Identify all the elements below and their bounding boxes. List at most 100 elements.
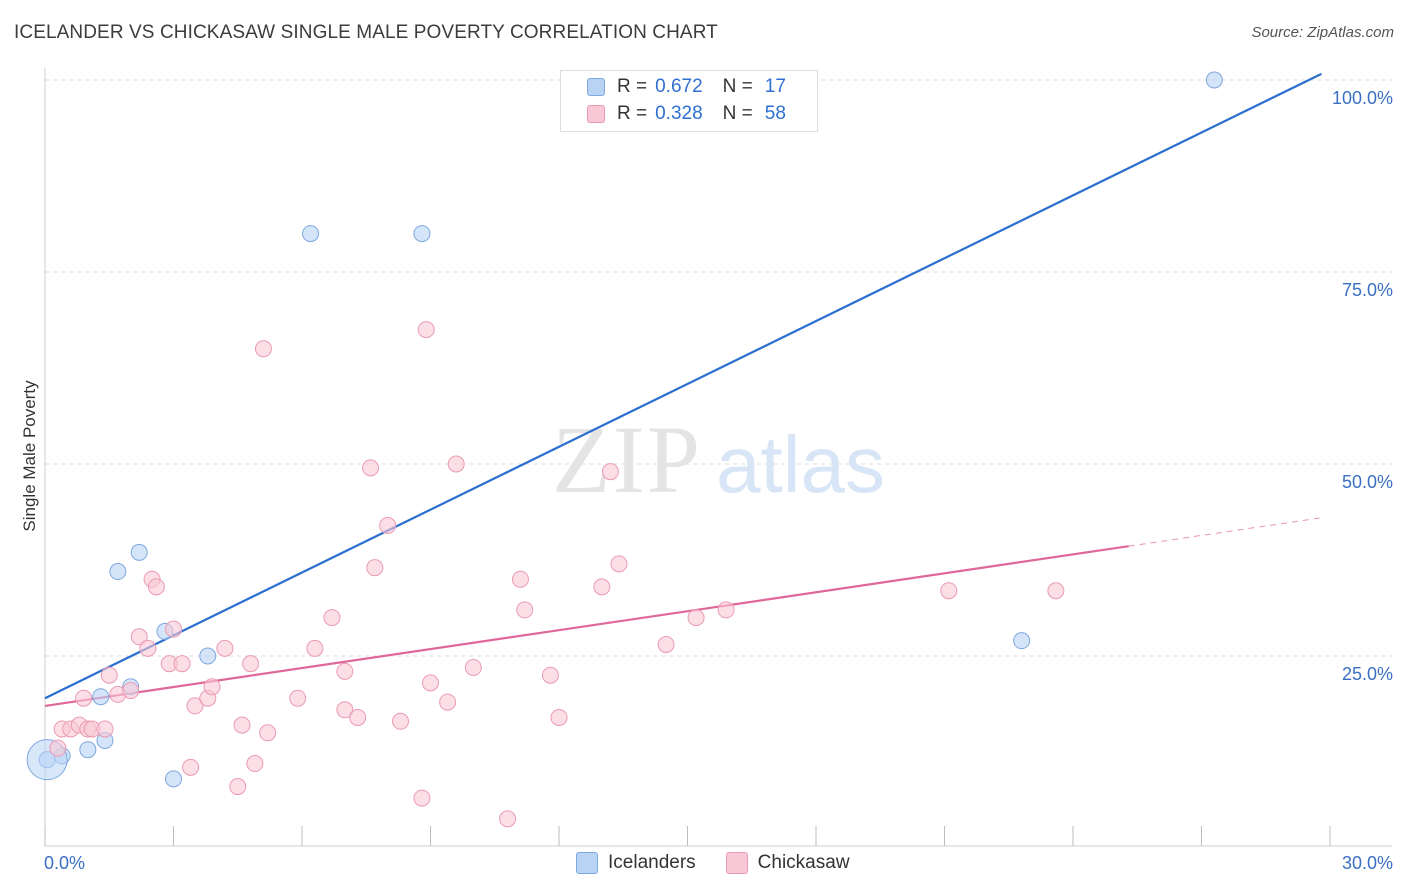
chickasaw-point: [392, 712, 410, 730]
n-value: 17: [764, 76, 786, 97]
chickasaw-point: [186, 697, 204, 715]
y-tick-label: 50.0%: [1342, 472, 1393, 492]
watermark: ZIP atlas: [552, 406, 885, 513]
chickasaw-point: [464, 659, 482, 677]
y-tick-label: 75.0%: [1342, 280, 1393, 300]
legend-row-chickasaw: R = 0.328 N = 58: [587, 102, 786, 126]
chickasaw-point: [259, 724, 277, 742]
legend-swatch-chickasaw: [587, 105, 605, 123]
chickasaw-point: [413, 789, 431, 807]
legend-swatch-chickasaw: [725, 852, 748, 874]
stats-legend: R = 0.672 N = 17 R = 0.328 N = 58: [560, 70, 818, 132]
chickasaw-point: [366, 559, 384, 577]
chickasaw-point: [593, 578, 611, 596]
y-tick-label: 100.0%: [1332, 88, 1393, 108]
chickasaw-point: [289, 689, 307, 707]
chickasaw-point: [242, 655, 260, 673]
chickasaw-point: [147, 578, 165, 596]
chickasaw-point: [173, 655, 191, 673]
chart-title: ICELANDER VS CHICKASAW SINGLE MALE POVER…: [14, 22, 718, 43]
legend-row-icelanders: R = 0.672 N = 17: [587, 75, 786, 99]
chickasaw-point: [182, 758, 200, 776]
legend-label-chickasaw: Chickasaw: [757, 852, 850, 873]
chickasaw-point: [362, 459, 380, 477]
icelander-trend-line: [44, 72, 1322, 700]
icelander-point: [79, 741, 97, 759]
legend-swatch-icelanders: [587, 78, 605, 96]
icelander-point: [199, 647, 217, 665]
trend-lines: [44, 72, 1322, 708]
chickasaw-point: [100, 666, 118, 684]
chickasaw-point: [657, 635, 675, 653]
chickasaw-point: [254, 340, 272, 358]
chickasaw-point: [541, 666, 559, 684]
chickasaw-point: [447, 455, 465, 473]
x-tick-label: 0.0%: [44, 853, 85, 873]
chickasaw-point: [516, 601, 534, 619]
chickasaw-point: [422, 674, 439, 692]
n-value: 58: [764, 103, 786, 124]
legend-label-icelanders: Icelanders: [608, 852, 696, 873]
chickasaw-point: [439, 693, 457, 711]
watermark-atlas: atlas: [716, 420, 885, 509]
r-label: R =: [617, 76, 648, 97]
chickasaw-point: [511, 570, 529, 588]
chickasaw-point: [139, 639, 157, 657]
n-label: N =: [722, 76, 753, 97]
icelander-point: [1205, 71, 1223, 89]
icelander-point: [130, 543, 148, 561]
chickasaw-point: [610, 555, 628, 573]
tick-labels: 25.0% 50.0% 75.0% 100.0% 0.0% 30.0%: [44, 88, 1393, 873]
y-axis-label: Single Male Poverty: [20, 380, 39, 532]
icelander-point: [92, 688, 110, 706]
legend-item-icelanders[interactable]: Icelanders: [576, 852, 696, 874]
chickasaw-point: [216, 639, 234, 657]
n-label: N =: [722, 103, 753, 124]
gridlines: [45, 79, 1392, 657]
chickasaw-point: [165, 620, 182, 638]
chickasaw-point: [229, 778, 247, 796]
chickasaw-point: [49, 739, 67, 757]
chickasaw-point: [417, 321, 435, 339]
chickasaw-point: [96, 720, 114, 738]
data-points: [26, 71, 1223, 828]
series-legend: Icelanders Chickasaw: [576, 852, 880, 874]
chickasaw-point: [379, 516, 397, 534]
chickasaw-point: [122, 682, 140, 700]
chickasaw-point: [349, 708, 367, 726]
source-credit: Source: ZipAtlas.com: [1251, 24, 1394, 41]
chickasaw-trend-line: [44, 545, 1129, 708]
chickasaw-point: [717, 601, 735, 619]
icelander-point: [413, 225, 431, 243]
chickasaw-point: [336, 701, 354, 719]
x-tick-label: 30.0%: [1342, 853, 1393, 873]
chickasaw-point: [601, 463, 619, 481]
chickasaw-point: [306, 639, 324, 657]
chickasaw-point: [940, 582, 958, 600]
chickasaw-point: [550, 708, 568, 726]
chickasaw-point: [336, 662, 354, 680]
icelander-point: [109, 563, 127, 581]
r-value: 0.672: [655, 76, 703, 97]
icelander-point: [1013, 632, 1031, 650]
icelander-point: [302, 225, 320, 243]
chickasaw-point: [75, 689, 93, 707]
watermark-zip: ZIP: [552, 406, 702, 513]
chickasaw-point: [499, 810, 517, 828]
chickasaw-point: [233, 716, 251, 734]
chickasaw-point: [130, 628, 148, 646]
r-value: 0.328: [655, 103, 703, 124]
y-tick-label: 25.0%: [1342, 664, 1393, 684]
icelander-point: [165, 770, 182, 788]
axes: [44, 68, 1392, 847]
r-label: R =: [617, 103, 648, 124]
chickasaw-point: [203, 678, 221, 696]
legend-swatch-icelanders: [576, 852, 598, 874]
chickasaw-point: [1047, 582, 1065, 600]
chickasaw-point: [323, 609, 341, 627]
chickasaw-point: [687, 609, 705, 627]
chickasaw-point: [246, 755, 264, 773]
legend-item-chickasaw[interactable]: Chickasaw: [725, 852, 850, 874]
chickasaw-trend-line-extension: [1128, 517, 1322, 547]
